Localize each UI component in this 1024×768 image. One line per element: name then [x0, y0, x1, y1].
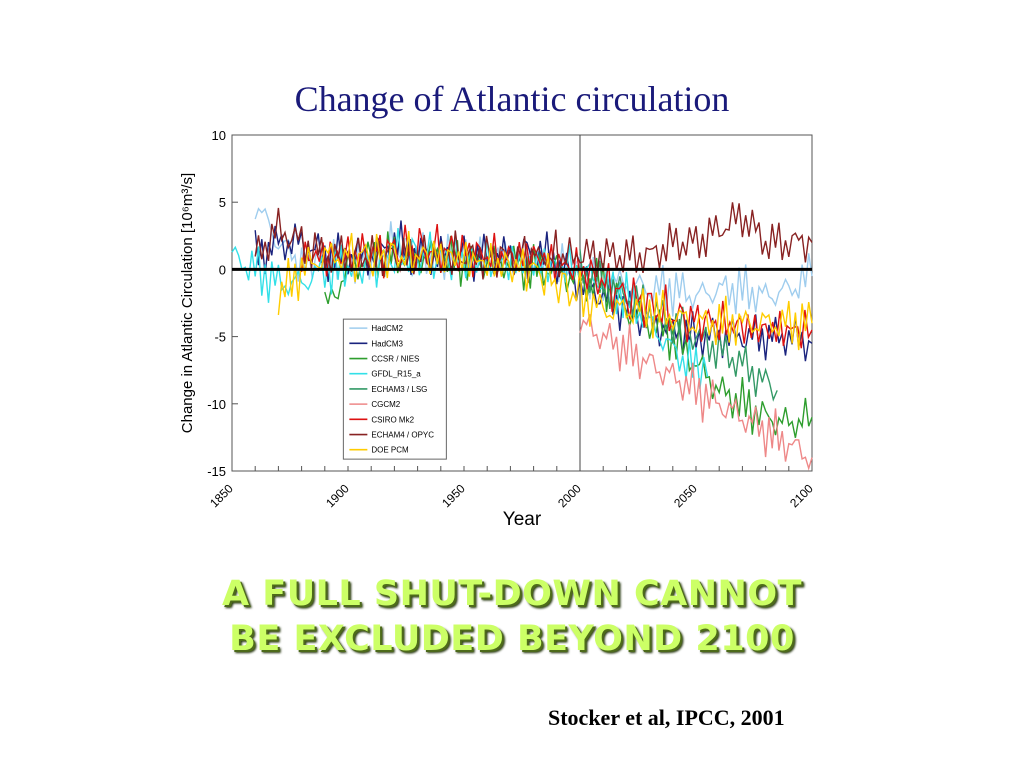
- series-line-csiro-mk2: [300, 224, 813, 349]
- y-tick-label: 5: [219, 195, 226, 210]
- y-tick-label: -15: [207, 464, 226, 479]
- x-tick-label: 2050: [671, 481, 700, 510]
- y-tick-label: 0: [219, 262, 226, 277]
- atlantic-circulation-chart: 1850 1900 1950 2000 2050 2100 10 5 0 -5 -10 -15 Year…: [179, 128, 816, 530]
- legend-entry-ccsr-nies-label: CCSR / NIES: [371, 355, 419, 364]
- y-tick-label: -5: [214, 330, 226, 345]
- headline-line-2: BE EXCLUDED BEYOND 2100: [229, 619, 795, 659]
- x-axis-label: Year: [503, 509, 542, 530]
- series-line-doe-pcm: [277, 231, 813, 351]
- legend-entry-hadcm3-label: HadCM3: [371, 339, 403, 348]
- x-tick-label: 2100: [787, 481, 816, 510]
- series-line-cgcm2: [579, 314, 813, 471]
- x-tick-label: 1850: [207, 481, 236, 510]
- headline: A FULL SHUT-DOWN CANNOT BE EXCLUDED BEYO…: [0, 572, 1024, 662]
- headline-line-1: A FULL SHUT-DOWN CANNOT: [222, 574, 802, 614]
- legend-entry-cgcm2-label: CGCM2: [371, 400, 400, 409]
- x-tick-label: 1900: [323, 481, 352, 510]
- citation: Stocker et al, IPCC, 2001: [548, 705, 785, 730]
- y-tick-label: 10: [212, 128, 226, 143]
- legend-entry-hadcm2-label: HadCM2: [371, 324, 403, 333]
- series-line-echam4-opyc: [254, 202, 813, 284]
- legend-entry-doe-pcm-label: DOE PCM: [371, 446, 409, 455]
- legend-entry-gfdl-r15-a-label: GFDL_R15_a: [371, 370, 421, 379]
- series-line-echam3-lsg: [579, 249, 778, 402]
- legend-entry-echam3-lsg-label: ECHAM3 / LSG: [371, 385, 427, 394]
- legend-entry-csiro-mk2-label: CSIRO Mk2: [371, 415, 414, 424]
- y-axis-label: Change in Atlantic Circulation [10⁶m³/s]: [179, 173, 196, 433]
- x-tick-label: 2000: [555, 481, 584, 510]
- legend-entry-echam4-opyc-label: ECHAM4 / OPYC: [371, 431, 434, 440]
- x-tick-label: 1950: [439, 481, 468, 510]
- series-line-gfdl-r15-a: [231, 228, 709, 389]
- slide-title: Change of Atlantic circulation: [294, 79, 730, 119]
- y-tick-label: -10: [207, 397, 226, 412]
